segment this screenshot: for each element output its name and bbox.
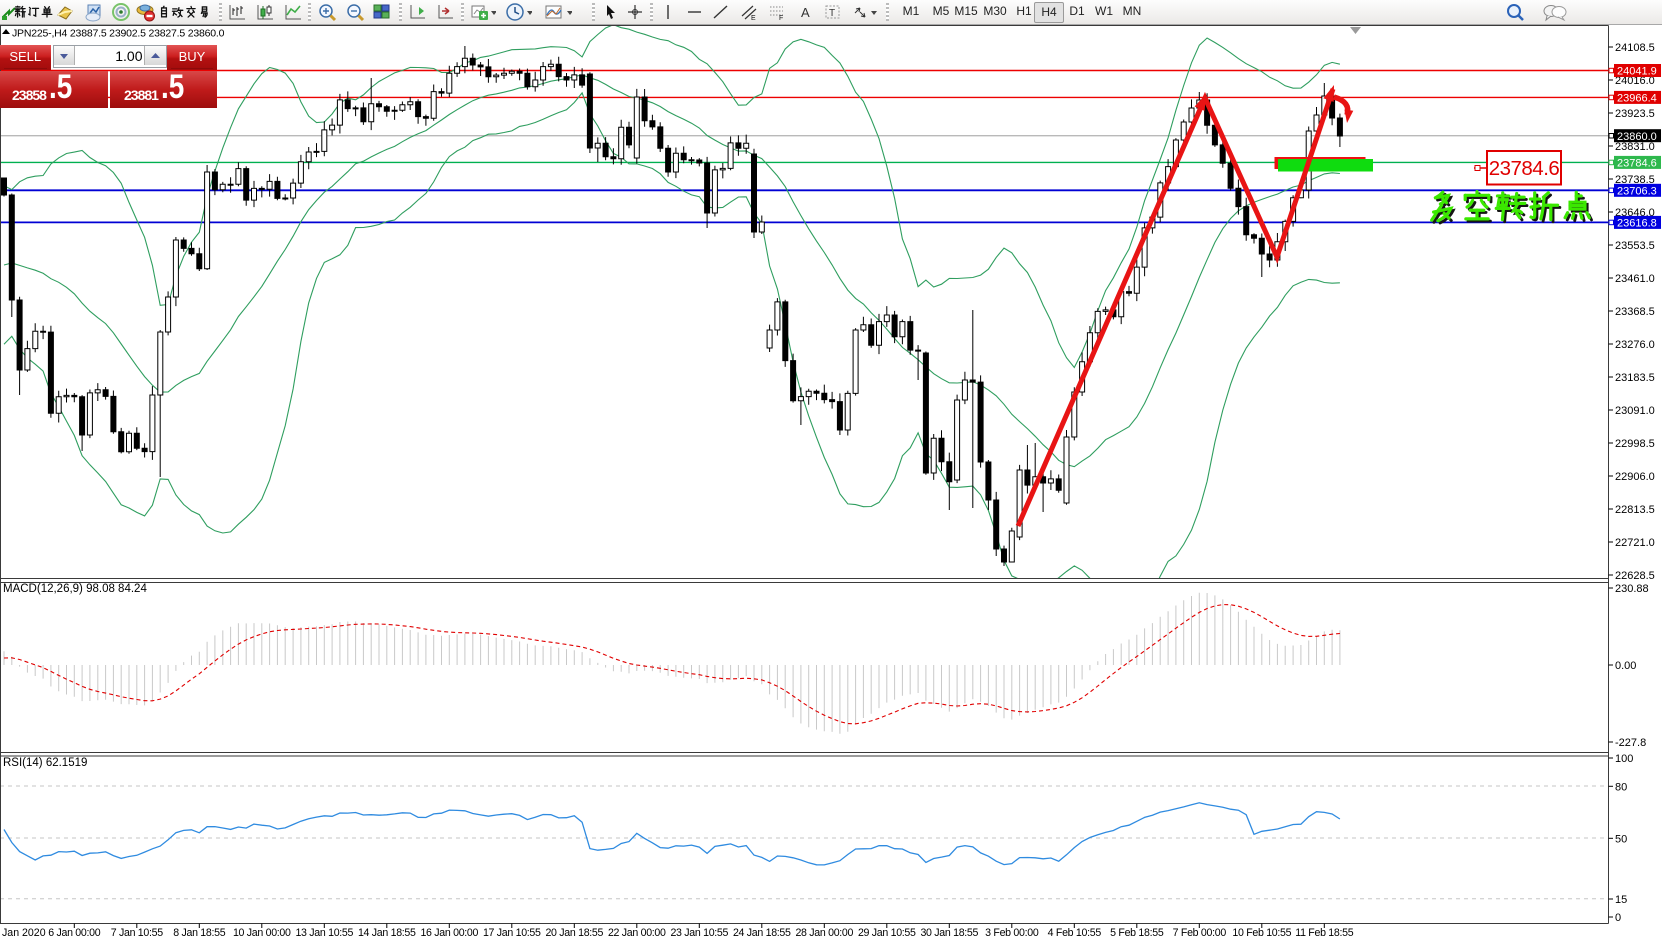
svg-text:10 Jan 00:00: 10 Jan 00:00	[233, 927, 291, 939]
svg-text:10 Feb 10:55: 10 Feb 10:55	[1232, 927, 1291, 939]
svg-text:22998.5: 22998.5	[1615, 438, 1655, 450]
svg-text:A: A	[801, 5, 810, 20]
svg-text:23276.0: 23276.0	[1615, 339, 1655, 351]
svg-text:MACD(12,26,9) 98.08 84.24: MACD(12,26,9) 98.08 84.24	[3, 583, 147, 595]
svg-text:22628.5: 22628.5	[1615, 570, 1655, 582]
svg-text:22 Jan 00:00: 22 Jan 00:00	[608, 927, 666, 939]
svg-text:23091.0: 23091.0	[1615, 405, 1655, 417]
svg-text:0: 0	[1615, 912, 1621, 924]
svg-text:100: 100	[1615, 753, 1633, 765]
svg-text:-227.8: -227.8	[1615, 737, 1646, 749]
svg-text:JPN225-,H4 23887.5 23902.5 23: JPN225-,H4 23887.5 23902.5 23827.5 23860…	[12, 28, 225, 40]
svg-text:23784.6: 23784.6	[1617, 158, 1657, 170]
svg-text:23183.5: 23183.5	[1615, 372, 1655, 384]
svg-text:11 Feb 18:55: 11 Feb 18:55	[1295, 927, 1353, 939]
svg-text:23553.5: 23553.5	[1615, 240, 1655, 252]
svg-text:230.88: 230.88	[1615, 583, 1649, 595]
svg-text:23706.3: 23706.3	[1617, 186, 1657, 198]
svg-text:50: 50	[1615, 833, 1627, 845]
svg-text:80: 80	[1615, 781, 1627, 793]
svg-text:15: 15	[1615, 894, 1627, 906]
svg-text:30 Jan 18:55: 30 Jan 18:55	[920, 927, 978, 939]
svg-text:23 Jan 10:55: 23 Jan 10:55	[670, 927, 728, 939]
svg-text:13 Jan 10:55: 13 Jan 10:55	[295, 927, 353, 939]
svg-text:E: E	[751, 15, 756, 22]
svg-text:F: F	[779, 15, 783, 22]
svg-text:7 Feb 00:00: 7 Feb 00:00	[1173, 927, 1227, 939]
svg-text:4 Feb 10:55: 4 Feb 10:55	[1048, 927, 1102, 939]
svg-text:16 Jan 00:00: 16 Jan 00:00	[420, 927, 478, 939]
svg-text:5 Feb 18:55: 5 Feb 18:55	[1110, 927, 1164, 939]
svg-text:8 Jan 18:55: 8 Jan 18:55	[173, 927, 225, 939]
svg-text:3 Feb 00:00: 3 Feb 00:00	[985, 927, 1039, 939]
svg-text:20 Jan 18:55: 20 Jan 18:55	[545, 927, 603, 939]
svg-text:23831.0: 23831.0	[1615, 141, 1655, 153]
svg-text:6 Jan 00:00: 6 Jan 00:00	[48, 927, 100, 939]
svg-text:23923.5: 23923.5	[1615, 108, 1655, 120]
svg-text:22906.0: 22906.0	[1615, 471, 1655, 483]
svg-text:24108.5: 24108.5	[1615, 42, 1655, 54]
svg-text:17 Jan 10:55: 17 Jan 10:55	[483, 927, 541, 939]
svg-text:14 Jan 18:55: 14 Jan 18:55	[358, 927, 416, 939]
svg-text:T: T	[829, 8, 835, 19]
svg-text:23966.4: 23966.4	[1617, 93, 1657, 105]
svg-text:28 Jan 00:00: 28 Jan 00:00	[795, 927, 853, 939]
svg-text:22813.5: 22813.5	[1615, 504, 1655, 516]
svg-text:24016.0: 24016.0	[1615, 75, 1655, 87]
svg-text:23738.5: 23738.5	[1615, 174, 1655, 186]
svg-text:23784.6: 23784.6	[1489, 157, 1560, 180]
svg-text:0.00: 0.00	[1615, 660, 1636, 672]
svg-text:RSI(14) 62.1519: RSI(14) 62.1519	[3, 757, 87, 769]
svg-text:24041.9: 24041.9	[1617, 66, 1657, 78]
svg-text:23860.0: 23860.0	[1617, 131, 1657, 143]
svg-text:22721.0: 22721.0	[1615, 537, 1655, 549]
svg-text:Jan 2020: Jan 2020	[2, 927, 46, 939]
svg-text:24 Jan 18:55: 24 Jan 18:55	[733, 927, 791, 939]
svg-text:29 Jan 10:55: 29 Jan 10:55	[858, 927, 916, 939]
svg-text:23616.8: 23616.8	[1617, 218, 1657, 230]
svg-text:23368.5: 23368.5	[1615, 306, 1655, 318]
svg-text:7 Jan 10:55: 7 Jan 10:55	[111, 927, 163, 939]
svg-text:23461.0: 23461.0	[1615, 273, 1655, 285]
